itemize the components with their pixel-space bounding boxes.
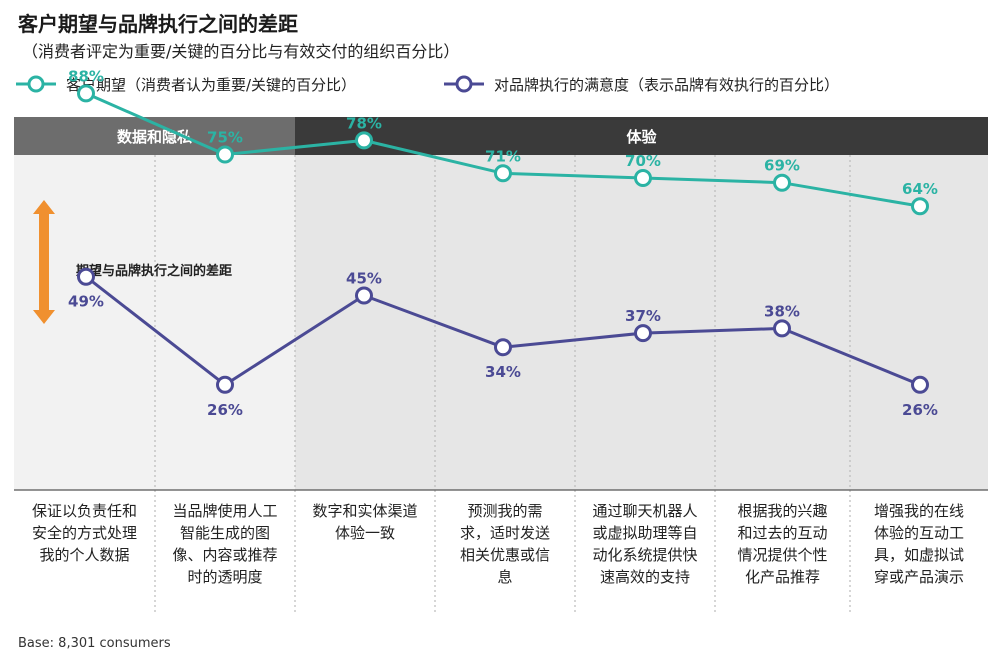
legend-item-satisfaction: 对品牌执行的满意度（表示品牌有效执行的百分比） (442, 70, 839, 98)
data-label: 34% (485, 363, 521, 381)
data-point (634, 169, 652, 187)
data-point (634, 324, 652, 343)
data-point (911, 375, 929, 394)
category-label-line: 求，适时发送 (460, 524, 550, 542)
data-label: 78% (346, 114, 382, 132)
legend-line-icon-teal (16, 75, 56, 93)
data-label: 45% (346, 270, 382, 288)
data-point (494, 164, 512, 183)
data-label: 26% (902, 401, 938, 419)
category-label-line: 和过去的互动 (737, 524, 827, 542)
legend-label-expectation: 客户期望（消费者认为重要/关键的百分比） (66, 75, 357, 94)
legend-item-expectation: 客户期望（消费者认为重要/关键的百分比） (14, 70, 356, 98)
data-point (216, 145, 234, 164)
category-label-line: 体验的互动工 (874, 524, 964, 542)
category-label-line: 情况提供个性 (737, 546, 827, 564)
category-label-line: 预测我的需 (467, 502, 542, 520)
chart-subtitle: （消费者评定为重要/关键的百分比与有效交付的组织百分比） (22, 42, 460, 61)
category-label-line: 根据我的兴趣 (737, 502, 827, 520)
category-label-line: 速高效的支持 (600, 568, 690, 586)
category-label-line: 通过聊天机器人 (592, 502, 697, 520)
data-point (355, 131, 373, 150)
category-label-line: 当品牌使用人工 (172, 502, 277, 520)
category-label-line: 穿或产品演示 (874, 568, 964, 586)
data-point (773, 319, 791, 338)
data-label: 88% (68, 67, 104, 85)
category-label-line: 智能生成的图 (180, 524, 270, 542)
data-point (773, 173, 791, 192)
data-label: 75% (207, 129, 243, 147)
category-label-line: 安全的方式处理 (32, 524, 137, 542)
base-note: Base: 8,301 consumers (18, 636, 171, 651)
category-label-line: 息 (497, 568, 512, 586)
data-label: 37% (625, 307, 661, 325)
data-point (216, 375, 234, 394)
category-label: 数字和实体渠道体验一致 (312, 502, 417, 542)
category-label: 根据我的兴趣和过去的互动情况提供个性化产品推荐 (737, 502, 827, 586)
data-label: 64% (902, 180, 938, 198)
category-label-line: 我的个人数据 (39, 546, 129, 564)
category-label-line: 增强我的在线 (874, 502, 964, 520)
category-label-line: 化产品推荐 (745, 568, 820, 586)
data-point (77, 84, 95, 103)
data-point (911, 197, 929, 216)
data-point (77, 267, 95, 286)
chart-title: 客户期望与品牌执行之间的差距 (18, 12, 298, 36)
category-label-line: 时的透明度 (187, 568, 262, 586)
category-label-line: 保证以负责任和 (32, 502, 137, 520)
category-label: 通过聊天机器人或虚拟助理等自动化系统提供快速高效的支持 (592, 502, 697, 586)
section-header-bg (295, 117, 988, 155)
data-label: 69% (764, 157, 800, 175)
data-point (355, 286, 373, 305)
gap-arrow-icon (33, 200, 55, 324)
category-label-line: 像、内容或推荐 (172, 546, 277, 564)
category-label-line: 或虚拟助理等自 (592, 524, 697, 542)
category-label: 保证以负责任和安全的方式处理我的个人数据 (32, 502, 137, 564)
data-label: 26% (207, 401, 243, 419)
section-header-label: 数据和隐私 (117, 128, 192, 146)
category-label: 预测我的需求，适时发送相关优惠或信息 (460, 502, 550, 586)
data-label: 49% (68, 293, 104, 311)
category-label-line: 数字和实体渠道 (312, 502, 417, 520)
gap-label: 期望与品牌执行之间的差距 (76, 263, 232, 279)
data-label: 71% (485, 147, 521, 165)
legend-label-satisfaction: 对品牌执行的满意度（表示品牌有效执行的百分比） (494, 75, 840, 94)
category-label: 当品牌使用人工智能生成的图像、内容或推荐时的透明度 (172, 502, 277, 586)
plot-bg-experience (295, 155, 988, 490)
category-label: 增强我的在线体验的互动工具，如虚拟试穿或产品演示 (874, 502, 964, 586)
category-label-line: 体验一致 (335, 524, 395, 542)
data-point (494, 338, 512, 357)
category-label-line: 相关优惠或信 (460, 546, 550, 564)
section-header-label: 体验 (626, 128, 657, 146)
category-label-line: 具，如虚拟试 (874, 546, 964, 564)
category-label-line: 动化系统提供快 (592, 546, 697, 564)
data-label: 70% (625, 152, 661, 170)
legend-line-icon-purple (444, 75, 484, 93)
data-label: 38% (764, 302, 800, 320)
